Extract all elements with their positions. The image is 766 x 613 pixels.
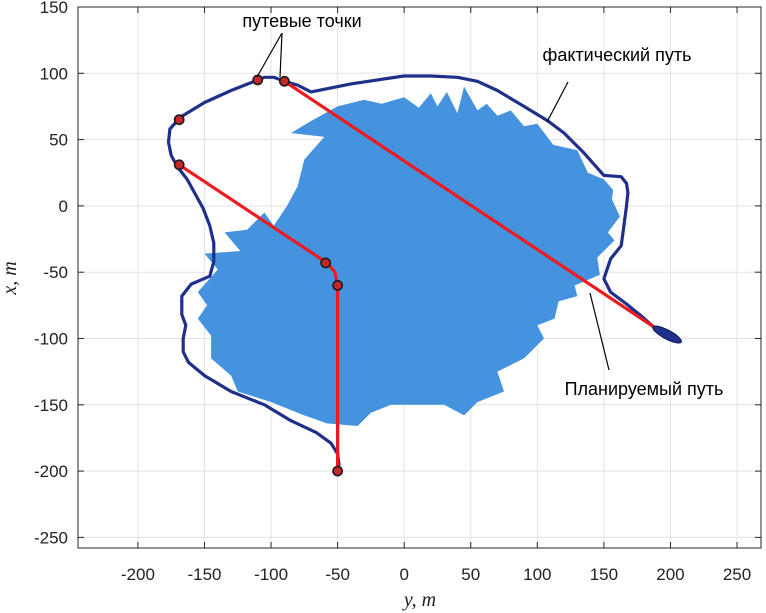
waypoint-marker [320, 257, 332, 269]
actual-path-line [166, 74, 655, 473]
path-layer [166, 74, 659, 473]
x-tick-label: -150 [187, 565, 221, 584]
annotation-leader-line [256, 32, 283, 78]
waypoint-markers [173, 74, 344, 477]
waypoint-marker [173, 159, 185, 171]
annotation-waypoints: путевые точки [242, 11, 361, 31]
waypoint-marker [173, 114, 185, 126]
x-ticks: -200 -150 -100 -50 0 50 100 150 200 250 [121, 7, 751, 584]
x-tick-label: -100 [254, 565, 288, 584]
x-tick-label: -50 [325, 565, 350, 584]
x-tick-label: 150 [590, 565, 618, 584]
annotation-leader-line [589, 292, 610, 371]
y-tick-label: -100 [34, 329, 68, 348]
y-tick-label: -50 [43, 263, 68, 282]
y-tick-label: 0 [59, 197, 68, 216]
x-tick-label: 250 [723, 565, 751, 584]
y-tick-label: 150 [40, 0, 68, 17]
x-tick-label: 200 [656, 565, 684, 584]
annotation-leader-line [546, 81, 569, 123]
plot-frame [77, 6, 762, 549]
y-axis-label: x, m [0, 261, 21, 295]
y-tick-label: 100 [40, 64, 68, 83]
y-tick-label: -250 [34, 528, 68, 547]
x-tick-label: -200 [121, 565, 155, 584]
x-axis-label: y, m [402, 589, 436, 611]
annotation-actual-path: фактический путь [543, 45, 692, 65]
vessel-marker [652, 325, 682, 344]
y-tick-label: -150 [34, 396, 68, 415]
waypoint-marker [332, 465, 344, 477]
obstacle-region [197, 86, 620, 426]
annotation-leader-line [279, 32, 283, 78]
waypoint-marker [332, 280, 344, 291]
annotation-planned-path: Планируемый путь [565, 379, 724, 399]
obstacle-layer [197, 86, 620, 426]
annotation-leaders [256, 32, 610, 371]
planned-path-line [282, 79, 659, 331]
planned-path-line [177, 163, 340, 473]
x-tick-label: 0 [399, 565, 408, 584]
vessel-layer [652, 325, 682, 344]
y-tick-label: 50 [49, 131, 68, 150]
y-ticks: 150 100 50 0 -50 -100 -150 -200 -250 [34, 0, 761, 547]
x-tick-label: 100 [523, 565, 551, 584]
y-tick-label: -200 [34, 462, 68, 481]
waypoint-marker [278, 75, 290, 87]
x-tick-label: 50 [461, 565, 480, 584]
